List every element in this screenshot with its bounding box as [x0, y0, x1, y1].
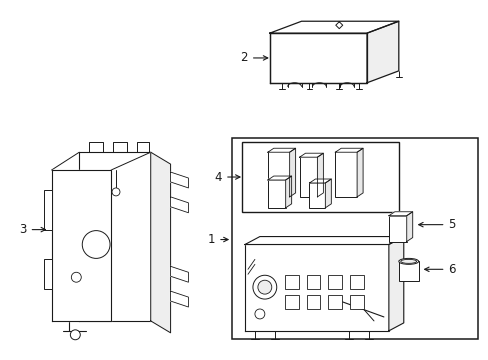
Polygon shape — [309, 179, 331, 183]
Bar — [327, 295, 342, 309]
Bar — [284, 275, 298, 289]
Bar — [398, 261, 418, 281]
Circle shape — [112, 188, 120, 196]
Polygon shape — [285, 176, 291, 208]
Polygon shape — [170, 266, 188, 282]
Text: 3: 3 — [20, 223, 45, 236]
Polygon shape — [269, 21, 398, 33]
Circle shape — [82, 231, 110, 258]
Polygon shape — [267, 176, 291, 180]
Ellipse shape — [400, 260, 416, 264]
Polygon shape — [335, 148, 362, 152]
Bar — [349, 275, 364, 289]
Polygon shape — [170, 197, 188, 213]
Polygon shape — [388, 212, 412, 216]
Text: 1: 1 — [207, 233, 227, 246]
Text: 2: 2 — [240, 51, 267, 64]
Polygon shape — [51, 170, 111, 321]
Bar — [284, 295, 298, 309]
Bar — [242, 142, 398, 212]
Bar — [306, 275, 320, 289]
Circle shape — [70, 330, 80, 340]
Polygon shape — [267, 148, 295, 152]
Polygon shape — [299, 153, 323, 157]
Bar — [267, 180, 285, 208]
Bar — [306, 295, 320, 309]
Text: 5: 5 — [418, 218, 455, 231]
Bar — [232, 138, 477, 339]
Polygon shape — [170, 172, 188, 188]
Bar — [43, 260, 51, 289]
Bar — [267, 152, 289, 197]
Bar — [309, 183, 325, 208]
Polygon shape — [150, 152, 170, 333]
Bar — [335, 152, 356, 197]
Polygon shape — [406, 212, 412, 242]
Polygon shape — [289, 148, 295, 197]
Polygon shape — [388, 237, 403, 331]
Polygon shape — [317, 153, 323, 197]
Polygon shape — [325, 179, 331, 208]
Circle shape — [257, 280, 271, 294]
Polygon shape — [244, 237, 403, 244]
Text: 4: 4 — [214, 171, 240, 184]
Bar — [327, 275, 342, 289]
Bar — [269, 33, 366, 83]
Polygon shape — [79, 152, 150, 321]
Circle shape — [71, 272, 81, 282]
Bar — [43, 190, 51, 230]
Polygon shape — [170, 291, 188, 307]
Bar — [388, 216, 406, 242]
Polygon shape — [244, 244, 388, 331]
Bar — [299, 157, 317, 197]
Circle shape — [254, 309, 264, 319]
Bar — [349, 295, 364, 309]
Text: 6: 6 — [424, 263, 455, 276]
Circle shape — [252, 275, 276, 299]
Ellipse shape — [398, 258, 418, 264]
Polygon shape — [366, 21, 398, 83]
Polygon shape — [356, 148, 362, 197]
